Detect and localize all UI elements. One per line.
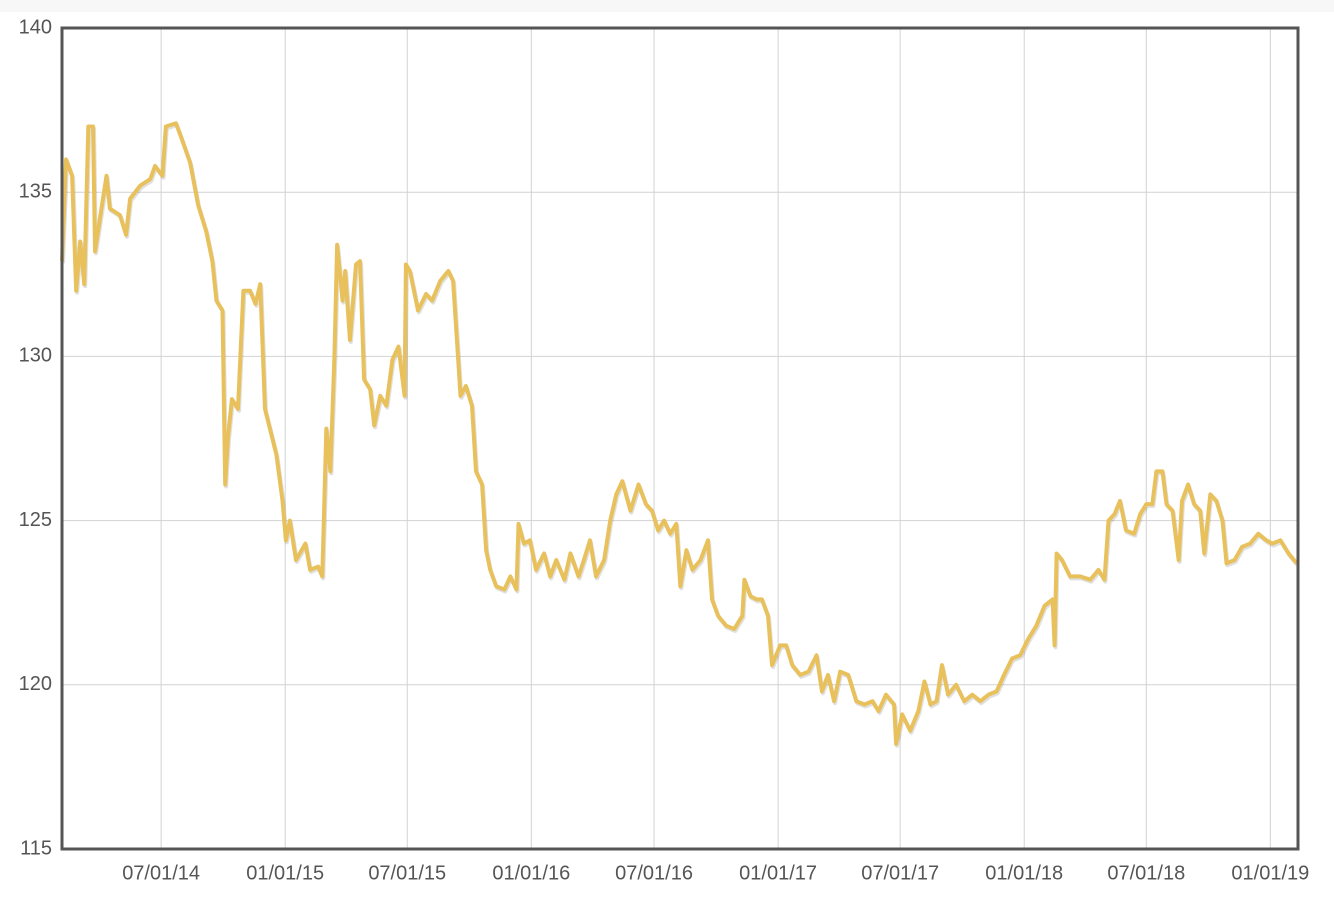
marks: [60, 121, 1300, 748]
x-tick-label: 01/01/15: [246, 862, 324, 884]
labels: 115 120 125 130 135 140 07/01/14 01/01/15 07/01/…: [19, 16, 1310, 884]
x-tick-label: 01/01/16: [492, 862, 570, 884]
y-tick-label: 130: [19, 345, 52, 367]
x-tick-label: 07/01/17: [861, 862, 939, 884]
y-tick-label: 140: [19, 16, 52, 38]
x-tick-label: 07/01/14: [122, 862, 200, 884]
y-tick-label: 115: [20, 837, 52, 859]
y-tick-label: 135: [19, 180, 52, 202]
top-strip: [0, 0, 1334, 12]
line: [60, 121, 1299, 746]
x-tick-label: 01/01/19: [1231, 862, 1309, 884]
x-tick-label: 07/01/15: [368, 862, 446, 884]
plot-frame: [60, 26, 1300, 851]
line-shadow: [61, 123, 1300, 748]
x-tick-label: 07/01/18: [1107, 862, 1185, 884]
x-tick-label: 07/01/16: [615, 862, 693, 884]
x-tick-label: 01/01/18: [985, 862, 1063, 884]
grid: [62, 27, 1298, 850]
x-tick-label: 01/01/17: [739, 862, 817, 884]
y-tick-label: 120: [19, 673, 52, 695]
y-tick-label: 125: [19, 509, 52, 531]
